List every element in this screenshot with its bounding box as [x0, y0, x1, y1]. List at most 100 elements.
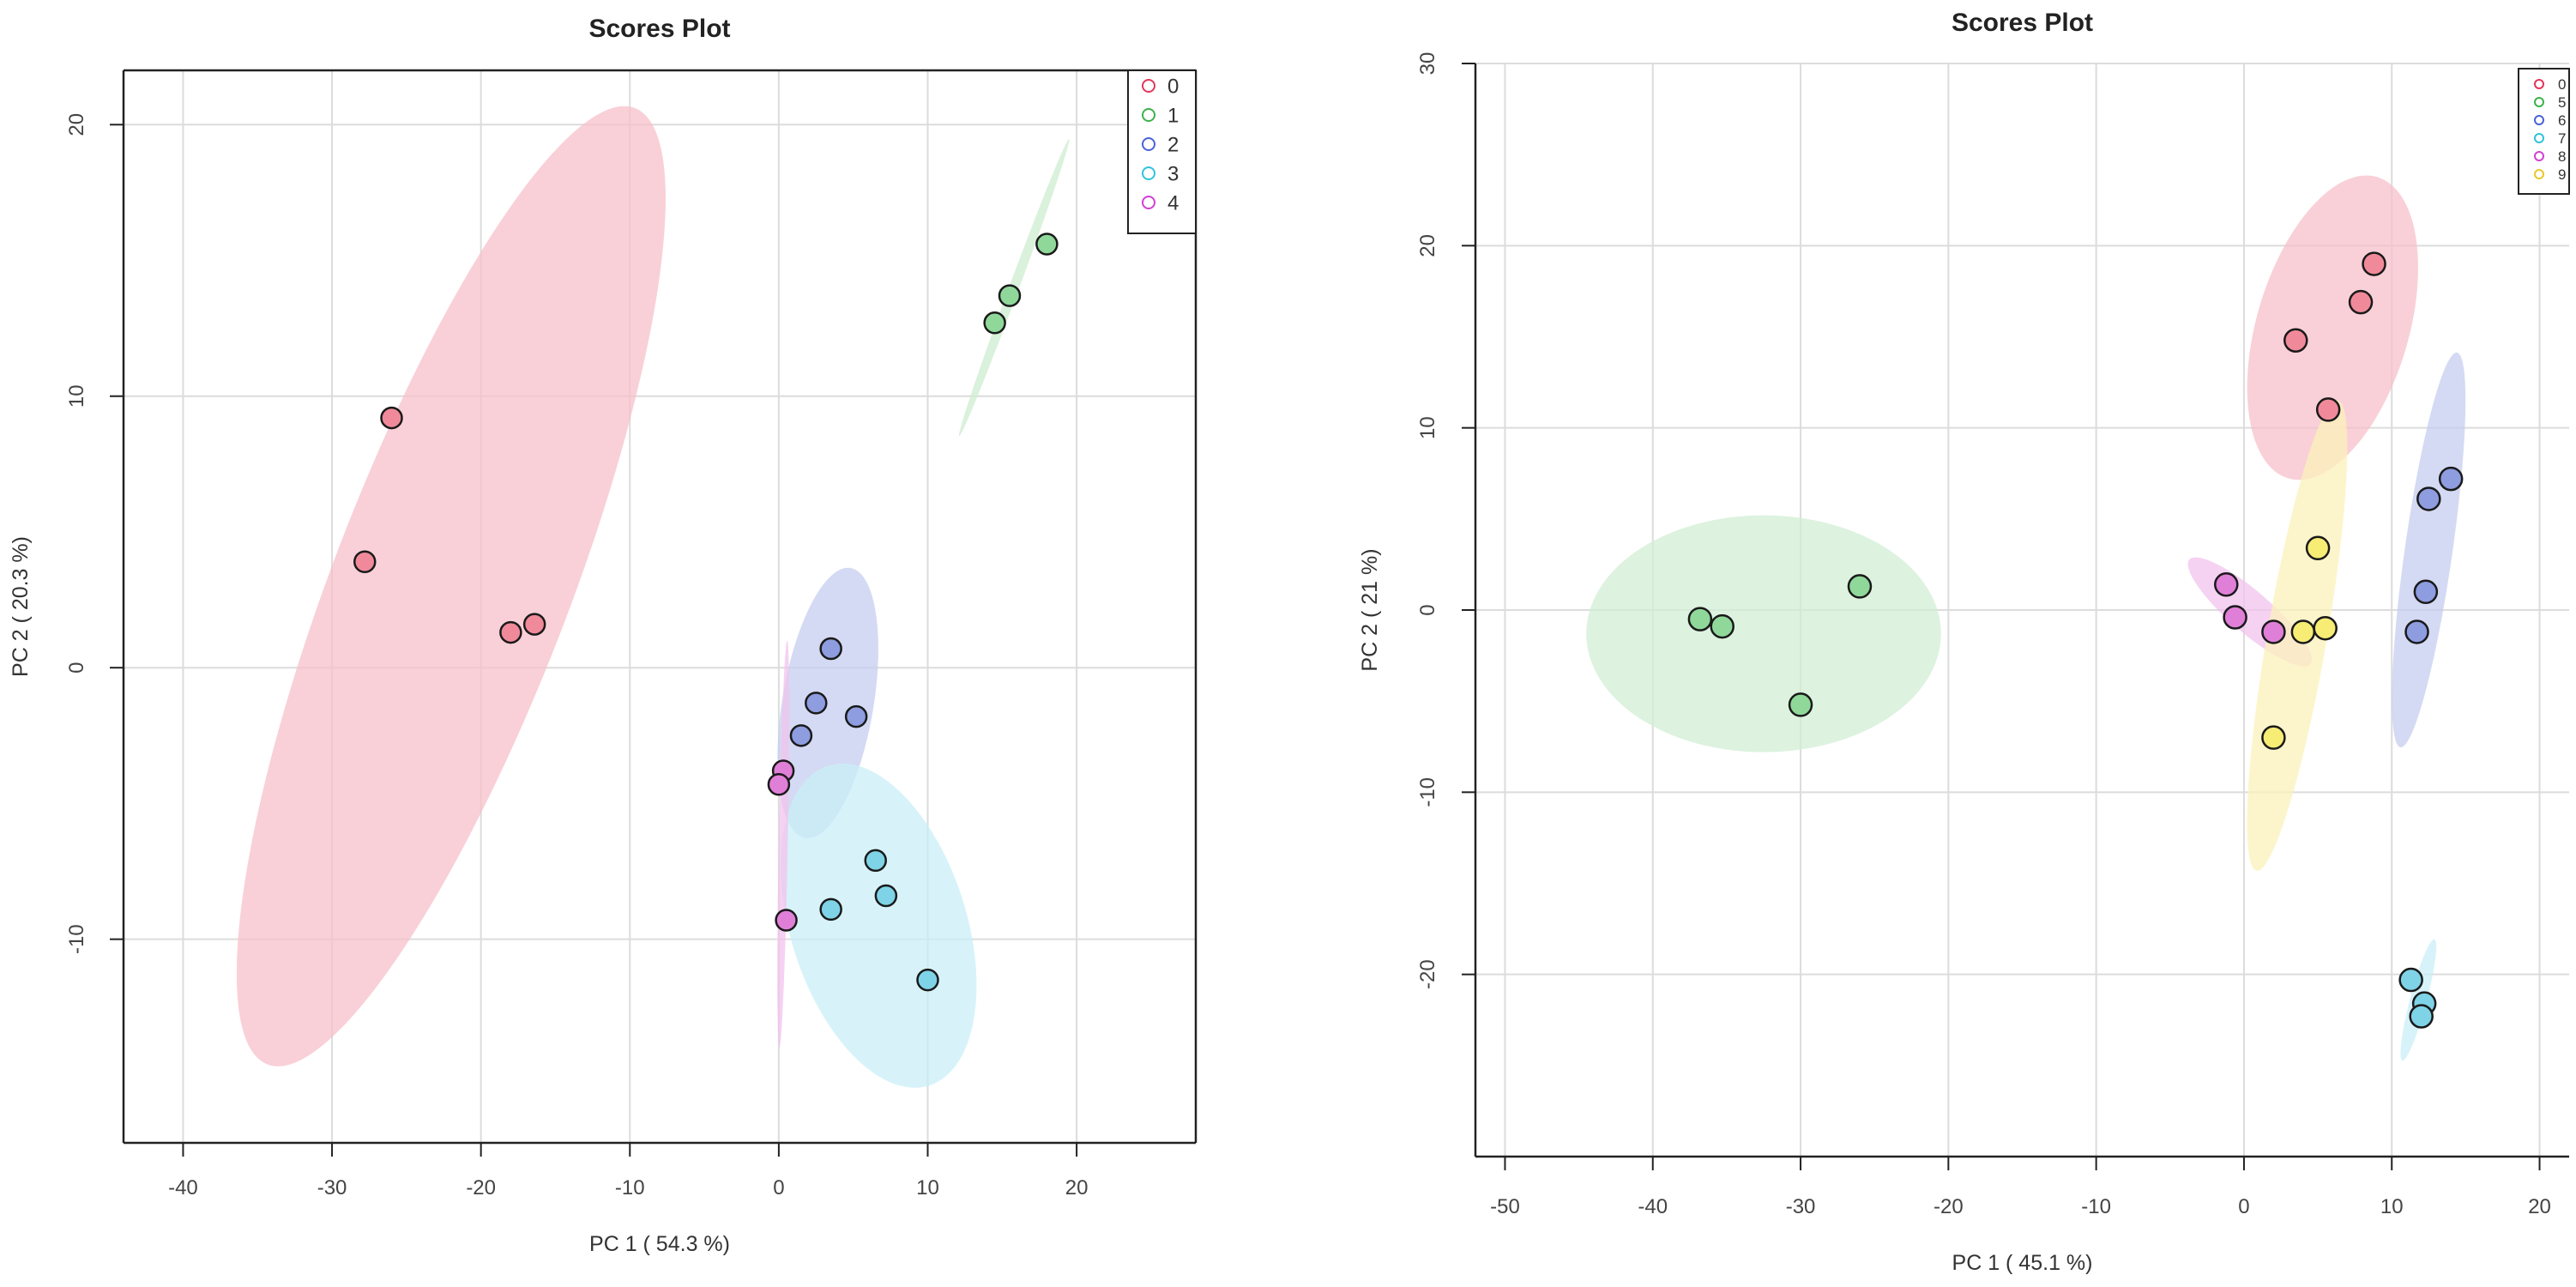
legend-marker-4	[1142, 196, 1155, 209]
data-point-group-3[interactable]	[874, 884, 898, 908]
y-tick-label: 0	[65, 662, 88, 674]
legend-marker-0	[2534, 79, 2544, 89]
legend-label-3: 3	[1167, 163, 1179, 186]
x-axis-label: PC 1 ( 45.1 %)	[1952, 1251, 2093, 1275]
confidence-ellipse-group-0	[2247, 175, 2418, 480]
chart-title: Scores Plot	[1952, 9, 2093, 37]
data-point-group-6[interactable]	[2404, 619, 2429, 644]
x-axis-label: PC 1 ( 54.3 %)	[589, 1232, 730, 1256]
data-point-group-2[interactable]	[805, 692, 828, 715]
data-point-group-5[interactable]	[1788, 692, 1813, 717]
legend-label-5: 5	[2558, 94, 2566, 111]
data-point-group-5[interactable]	[1710, 613, 1734, 639]
data-point-group-1[interactable]	[998, 284, 1022, 307]
data-point-group-7[interactable]	[2398, 967, 2423, 993]
data-point-group-5[interactable]	[1847, 574, 1873, 599]
chart-title: Scores Plot	[588, 15, 730, 43]
legend-label-7: 7	[2558, 130, 2566, 147]
data-point-group-6[interactable]	[2413, 579, 2439, 605]
data-point-group-9[interactable]	[2313, 615, 2338, 641]
legend-label-8: 8	[2558, 148, 2566, 165]
data-point-group-0[interactable]	[380, 406, 403, 430]
y-tick-label: 20	[1416, 234, 1439, 257]
data-point-group-1[interactable]	[983, 311, 1006, 335]
legend-marker-8	[2534, 151, 2544, 161]
legend-label-6: 6	[2558, 112, 2566, 129]
legend-box	[1127, 69, 1197, 234]
data-point-group-4[interactable]	[767, 773, 791, 796]
data-point-group-7[interactable]	[2409, 1004, 2434, 1029]
x-tick-label: 10	[2380, 1195, 2404, 1218]
data-point-group-9[interactable]	[2290, 619, 2316, 644]
legend-label-1: 1	[1167, 105, 1179, 128]
legend-label-2: 2	[1167, 134, 1179, 157]
legend-marker-7	[2534, 133, 2544, 143]
data-point-group-4[interactable]	[775, 909, 798, 932]
data-point-group-8[interactable]	[2223, 605, 2247, 630]
legend-marker-2	[1142, 137, 1155, 151]
data-point-group-3[interactable]	[916, 968, 939, 992]
x-tick-label: -10	[615, 1176, 645, 1199]
x-tick-label: -20	[466, 1176, 496, 1199]
y-axis-label: PC 2 ( 21 %)	[1358, 548, 1382, 671]
scores-plot-right: Scores Plot -50 -40 -30 -20 -10 0 10 20 -20 -10 0 10…	[1358, 9, 2570, 1275]
y-tick-label: 0	[1416, 604, 1439, 615]
x-tick-label: 0	[2238, 1195, 2249, 1218]
y-tick-label: -20	[1416, 959, 1439, 989]
x-tick-label: -10	[2081, 1195, 2111, 1218]
x-tick-label: -50	[1490, 1195, 1520, 1218]
data-point-group-0[interactable]	[2348, 289, 2374, 315]
x-tick-label: -30	[1786, 1195, 1816, 1218]
legend-marker-3	[1142, 166, 1155, 180]
y-tick-label: -10	[65, 924, 88, 954]
data-point-group-0[interactable]	[2362, 251, 2386, 276]
data-point-group-0[interactable]	[2283, 328, 2308, 353]
data-point-group-9[interactable]	[2305, 535, 2331, 561]
y-axis-label: PC 2 ( 20.3 %)	[9, 536, 33, 677]
data-point-group-5[interactable]	[1687, 607, 1713, 631]
y-tick-label: 20	[65, 113, 88, 136]
x-tick-label: -40	[168, 1176, 198, 1199]
x-tick-label: 10	[916, 1176, 939, 1199]
data-point-group-8[interactable]	[2214, 572, 2239, 597]
x-tick-label: -40	[1638, 1195, 1668, 1218]
data-point-group-0[interactable]	[2315, 397, 2341, 422]
legend-label-4: 4	[1167, 192, 1179, 215]
y-tick-label: 10	[65, 384, 88, 408]
data-point-group-3[interactable]	[819, 897, 842, 921]
legend-marker-0	[1142, 79, 1155, 93]
legend-marker-5	[2534, 97, 2544, 107]
data-point-group-3[interactable]	[864, 849, 887, 873]
data-point-group-2[interactable]	[789, 724, 813, 747]
x-tick-label: 20	[1065, 1176, 1089, 1199]
data-point-group-0[interactable]	[499, 620, 522, 644]
x-tick-label: -20	[1934, 1195, 1964, 1218]
legend-marker-9	[2534, 169, 2544, 179]
y-tick-label: 10	[1416, 416, 1439, 439]
data-point-group-2[interactable]	[819, 637, 842, 661]
x-tick-label: 20	[2528, 1195, 2551, 1218]
confidence-ellipse-group-3	[780, 763, 977, 1088]
legend-marker-1	[1142, 108, 1155, 122]
data-point-group-6[interactable]	[2438, 466, 2464, 492]
data-point-group-0[interactable]	[353, 550, 377, 574]
confidence-ellipse-group-4	[777, 640, 790, 1048]
data-point-group-1[interactable]	[1035, 233, 1059, 256]
legend-label-0: 0	[2558, 76, 2566, 93]
data-point-group-6[interactable]	[2416, 486, 2441, 511]
confidence-ellipse-group-5	[1586, 515, 1941, 752]
data-point-group-2[interactable]	[844, 704, 868, 728]
data-point-group-8[interactable]	[2261, 619, 2286, 644]
confidence-ellipse-group-6	[2392, 352, 2466, 747]
scores-plot-left: Scores Plot -40 -30 -20 -10 0 10 20 -10 0 10 20 PC 1…	[9, 15, 1198, 1256]
data-point-group-0[interactable]	[522, 613, 546, 636]
confidence-ellipse-group-0	[236, 106, 666, 1066]
y-tick-label: -10	[1416, 777, 1439, 807]
legend-label-9: 9	[2558, 166, 2566, 183]
y-tick-label: 30	[1416, 52, 1439, 76]
x-tick-label: 0	[773, 1176, 784, 1199]
data-point-group-9[interactable]	[2261, 725, 2286, 750]
legend-marker-6	[2534, 115, 2544, 125]
x-tick-label: -30	[317, 1176, 347, 1199]
